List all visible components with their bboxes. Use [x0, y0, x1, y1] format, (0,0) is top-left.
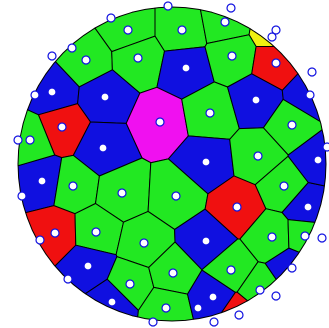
site-dot	[313, 155, 323, 165]
site-dot	[205, 108, 215, 118]
cell	[281, 73, 321, 122]
site-dot	[81, 55, 91, 65]
site-dot	[322, 142, 329, 152]
site-dot	[267, 32, 277, 42]
site-dot	[13, 135, 23, 145]
site-dot	[35, 235, 45, 245]
site-dot	[177, 25, 187, 35]
site-dot	[133, 53, 143, 63]
site-dot	[208, 292, 218, 302]
site-dot	[300, 231, 310, 241]
site-dot	[303, 202, 313, 212]
site-dot	[107, 297, 117, 307]
site-dot	[201, 236, 211, 246]
site-dot	[287, 263, 297, 273]
site-dot	[47, 87, 57, 97]
site-dot	[226, 265, 236, 275]
site-dot	[83, 261, 93, 271]
site-dot	[227, 51, 237, 61]
site-dot	[255, 285, 265, 295]
site-dot	[67, 43, 77, 53]
site-dot	[57, 122, 67, 132]
site-dot	[226, 3, 236, 13]
site-dot	[171, 191, 181, 201]
site-dot	[287, 120, 297, 130]
site-dot	[148, 317, 158, 327]
site-dot	[50, 228, 60, 238]
cell	[264, 247, 300, 280]
site-dot	[305, 90, 315, 100]
site-dot	[271, 291, 281, 301]
site-dot	[98, 143, 108, 153]
site-dot	[17, 191, 27, 201]
site-dot	[234, 310, 244, 320]
site-dot	[68, 181, 78, 191]
site-dot	[271, 25, 281, 35]
site-dot	[155, 117, 165, 127]
site-dot	[271, 58, 281, 68]
site-dot	[100, 92, 110, 102]
site-dot	[253, 151, 263, 161]
site-dot	[125, 279, 135, 289]
site-dot	[30, 90, 40, 100]
cell	[221, 291, 248, 314]
site-dot	[209, 317, 219, 327]
site-dot	[251, 95, 261, 105]
site-dot	[307, 67, 317, 77]
site-dot	[123, 25, 133, 35]
site-dot	[25, 135, 35, 145]
site-dot	[91, 227, 101, 237]
cell	[17, 109, 56, 167]
site-dot	[139, 238, 149, 248]
site-dot	[163, 1, 173, 11]
site-dot	[37, 176, 47, 186]
site-dot	[161, 303, 171, 313]
site-dot	[201, 157, 211, 167]
site-dot	[168, 268, 178, 278]
site-dot	[63, 274, 73, 284]
site-dot	[117, 188, 127, 198]
site-dot	[193, 303, 203, 313]
site-dot	[106, 13, 116, 23]
site-dot	[317, 233, 327, 243]
site-dot	[267, 232, 277, 242]
site-dot	[47, 51, 57, 61]
dots	[13, 1, 329, 327]
site-dot	[220, 17, 230, 27]
site-dot	[232, 202, 242, 212]
site-dot	[279, 181, 289, 191]
site-dot	[181, 63, 191, 73]
